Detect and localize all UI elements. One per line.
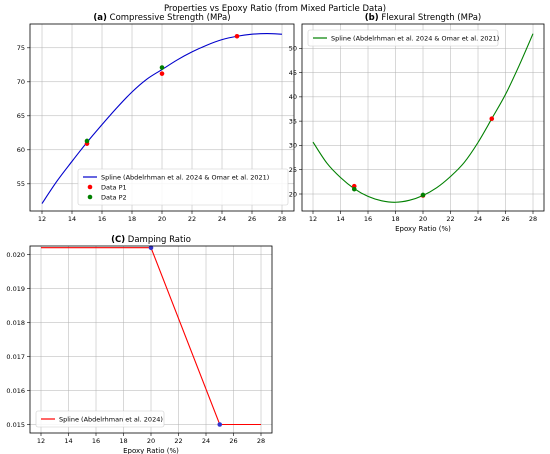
panel-title: (b) Flexural Strength (MPa)	[365, 13, 481, 23]
data-point	[351, 186, 357, 192]
data-point	[234, 33, 240, 39]
y-tick-label: 70	[17, 78, 25, 86]
y-tick-label: 40	[289, 93, 297, 101]
x-tick-label: 16	[92, 437, 100, 445]
plot-frame	[29, 245, 273, 434]
data-point	[420, 192, 426, 198]
x-tick-label: 14	[336, 215, 344, 223]
x-tick-label: 12	[309, 215, 317, 223]
panel-title: (a) Compressive Strength (MPa)	[93, 13, 230, 23]
y-tick-label: 0.015	[6, 421, 25, 429]
y-tick-label: 0.020	[6, 251, 25, 259]
panel-compressive-strength: 12 14 16 18 20 22 24 26 28 55 60 65 70 75 (a) Compress…	[17, 13, 295, 223]
x-tick-label: 28	[257, 437, 265, 445]
y-tick-label: 0.019	[6, 285, 25, 293]
x-tick-label: 12	[37, 437, 45, 445]
data-point	[84, 138, 90, 144]
x-tick-label: 20	[147, 437, 155, 445]
legend: Spline (Abdelrhman et al. 2024)	[35, 410, 165, 428]
y-tick-label: 35	[289, 117, 297, 125]
y-tick-label: 55	[17, 180, 25, 188]
legend-label: Data P2	[101, 193, 127, 201]
x-axis-label: Epoxy Ratio (%)	[395, 225, 451, 233]
legend-label: Spline (Abdelrhman et al. 2024 & Omar et…	[331, 34, 499, 42]
panel-title-prefix: (C)	[111, 235, 125, 245]
legend: Spline (Abdelrhman et al. 2024 & Omar et…	[77, 168, 289, 206]
data-point	[159, 71, 165, 76]
x-tick-label: 12	[38, 215, 46, 223]
x-tick-label: 16	[98, 215, 106, 223]
y-tick-label: 0.018	[6, 319, 25, 327]
data-point	[159, 65, 165, 70]
x-tick-label: 16	[364, 215, 372, 223]
x-tick-label: 26	[248, 215, 256, 223]
figure-suptitle: Properties vs Epoxy Ratio (from Mixed Pa…	[164, 4, 386, 14]
y-tick-label: 0.016	[6, 387, 25, 395]
x-tick-label: 22	[188, 215, 196, 223]
panel-title-text: Flexural Strength (MPa)	[379, 13, 482, 23]
x-tick-label: 14	[68, 215, 76, 223]
legend-label: Spline (Abdelrhman et al. 2024)	[59, 415, 163, 423]
y-tick-label: 60	[17, 146, 25, 154]
x-tick-label: 20	[158, 215, 166, 223]
x-tick-label: 22	[446, 215, 454, 223]
x-tick-label: 26	[501, 215, 509, 223]
plot-frame	[301, 23, 545, 212]
legend-label: Data P1	[101, 183, 127, 191]
y-tick-label: 30	[289, 142, 297, 150]
x-tick-label: 28	[529, 215, 537, 223]
panel-damping-ratio: 12 14 16 18 20 22 24 26 28 0.015 0.016 0.017 0.018 0.…	[6, 235, 273, 454]
panel-flexural-strength: 12 14 16 18 20 22 24 26 28 20 25 30 35 40 45 50 (b) Flex…	[289, 13, 545, 233]
panel-title-prefix: (b)	[365, 13, 379, 23]
legend-box	[77, 168, 289, 206]
panel-title-text: Compressive Strength (MPa)	[107, 13, 231, 23]
y-tick-label: 25	[289, 166, 297, 174]
legend-box	[307, 29, 499, 47]
y-tick-label: 75	[17, 44, 25, 52]
y-tick-label: 0.017	[6, 353, 25, 361]
x-tick-label: 18	[391, 215, 399, 223]
y-tick-label: 65	[17, 112, 25, 120]
x-tick-label: 24	[474, 215, 482, 223]
x-tick-label: 24	[202, 437, 210, 445]
panel-title: (C) Damping Ratio	[111, 235, 191, 245]
legend: Spline (Abdelrhman et al. 2024 & Omar et…	[307, 29, 499, 47]
x-axis-label: Epoxy Ratio (%)	[123, 447, 179, 454]
panel-title-text: Damping Ratio	[125, 235, 191, 245]
x-tick-label: 26	[229, 437, 237, 445]
x-tick-label: 18	[128, 215, 136, 223]
x-tick-label: 18	[119, 437, 127, 445]
plot-frame	[29, 23, 295, 212]
panel-title-prefix: (a)	[93, 13, 107, 23]
data-point	[217, 422, 223, 427]
legend-swatch	[87, 184, 93, 190]
series-line-0	[41, 247, 261, 426]
legend-label: Spline (Abdelrhman et al. 2024 & Omar et…	[101, 173, 269, 181]
y-tick-label: 20	[289, 190, 297, 198]
data-point	[148, 245, 154, 250]
legend-box	[35, 410, 165, 428]
data-point	[489, 116, 495, 122]
x-tick-label: 22	[174, 437, 182, 445]
y-tick-label: 45	[289, 69, 297, 77]
x-tick-label: 20	[419, 215, 427, 223]
x-tick-label: 14	[64, 437, 72, 445]
x-tick-label: 28	[278, 215, 286, 223]
legend-swatch	[87, 194, 93, 200]
x-tick-label: 24	[218, 215, 226, 223]
y-tick-label: 50	[289, 45, 297, 53]
